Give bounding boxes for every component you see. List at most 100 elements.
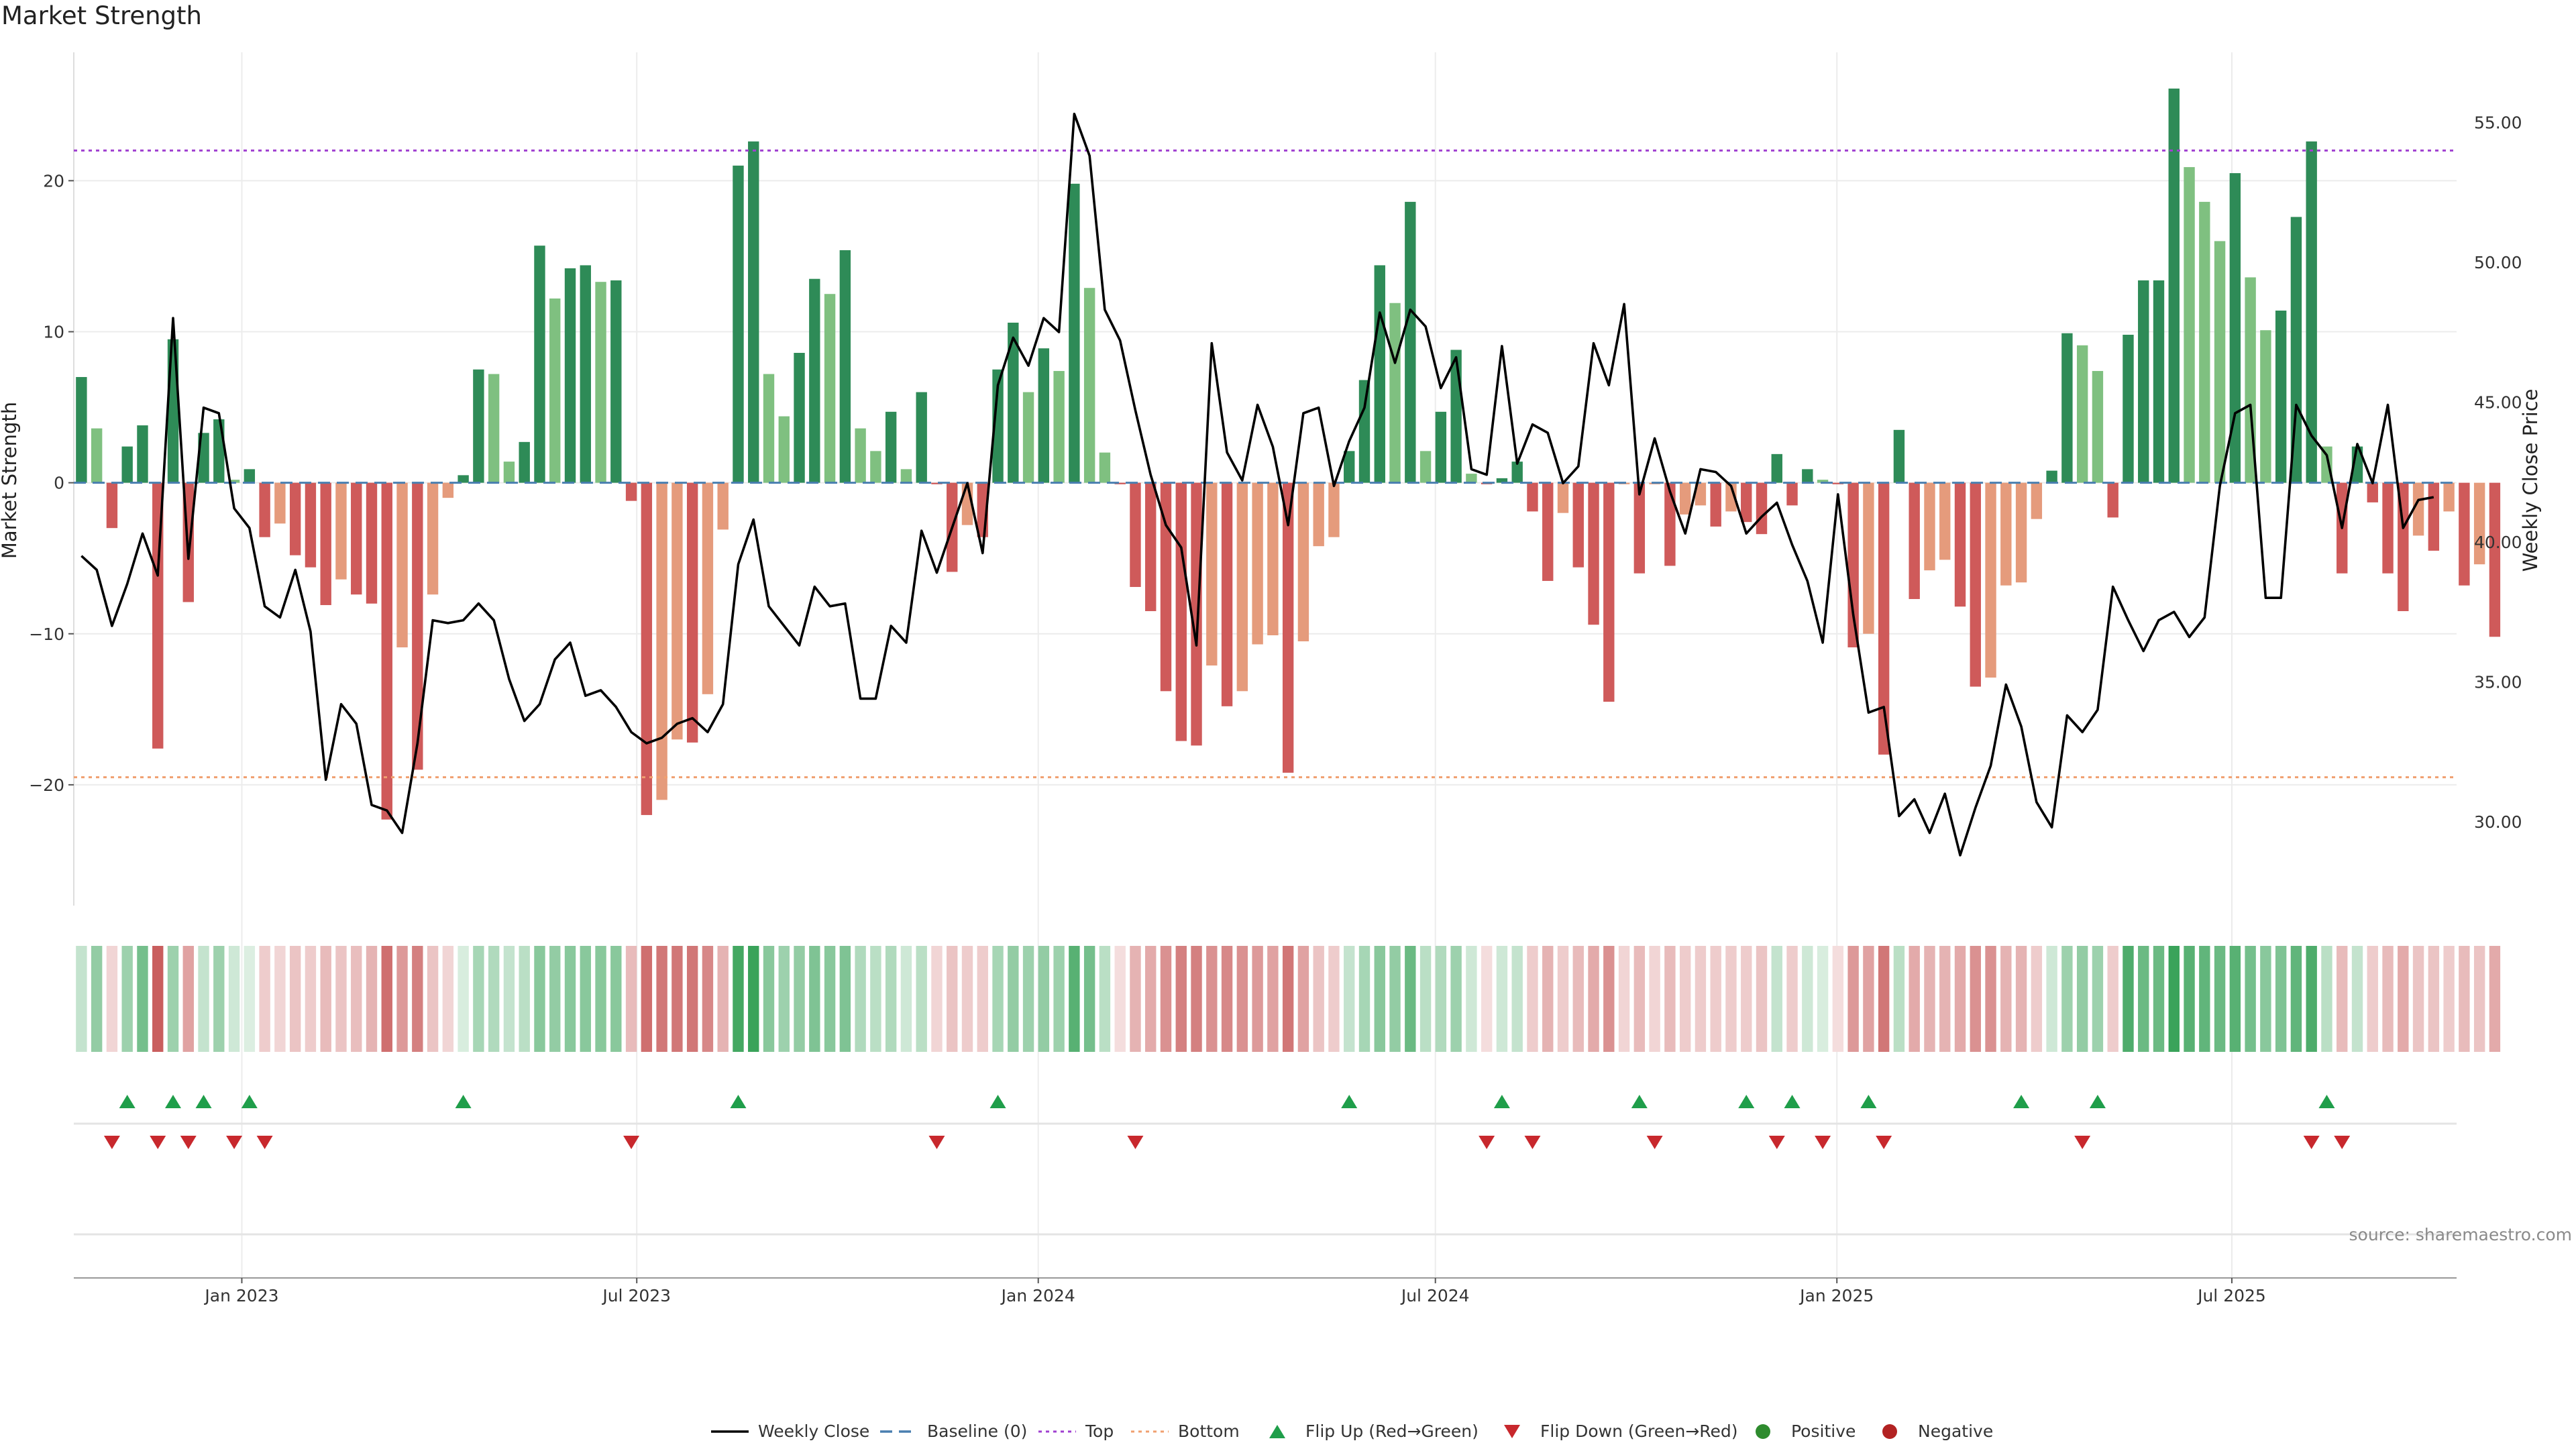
heat-cell bbox=[121, 946, 133, 1052]
strength-bar bbox=[656, 482, 667, 800]
x-axis: Jan 2023 Jul 2023 Jan 2024 Jul 2024 Jan 2025… bbox=[74, 1277, 2457, 1305]
heat-cell bbox=[274, 946, 286, 1052]
right-axis: 30.00 35.00 40.00 45.00 50.00 55.00 bbox=[2474, 113, 2522, 832]
strength-bar bbox=[1221, 482, 1233, 706]
x-tick-label: Jul 2025 bbox=[2196, 1286, 2266, 1305]
strength-bar bbox=[1924, 482, 1935, 571]
strength-bar bbox=[1771, 453, 1782, 483]
heat-cell bbox=[244, 946, 256, 1052]
heat-cell bbox=[916, 946, 927, 1052]
heat-cell bbox=[1741, 946, 1752, 1052]
heat-cell bbox=[1435, 946, 1447, 1052]
strength-bar bbox=[412, 482, 423, 770]
strength-bar bbox=[733, 165, 744, 483]
heat-cell bbox=[2168, 946, 2180, 1052]
flip-up-marker bbox=[989, 1095, 1006, 1108]
heat-cell bbox=[137, 946, 148, 1052]
strength-bar bbox=[1374, 265, 1385, 483]
heat-cell bbox=[1725, 946, 1737, 1052]
heat-cell bbox=[824, 946, 836, 1052]
heat-cell bbox=[1282, 946, 1294, 1052]
strength-bar bbox=[1802, 469, 1813, 483]
strength-bar bbox=[1847, 482, 1859, 648]
flip-down-marker bbox=[623, 1136, 640, 1149]
heat-cell bbox=[2290, 946, 2302, 1052]
strength-bar bbox=[2489, 482, 2501, 637]
heat-cell bbox=[305, 946, 317, 1052]
strength-bar bbox=[839, 250, 851, 483]
strength-bar bbox=[91, 428, 103, 483]
strength-bar bbox=[1496, 478, 1508, 483]
flip-up-marker bbox=[165, 1095, 181, 1108]
strength-bar bbox=[1344, 451, 1355, 483]
x-tick-label: Jan 2025 bbox=[1799, 1286, 1874, 1305]
heat-cell bbox=[519, 946, 530, 1052]
y-right-tick-label: 30.00 bbox=[2474, 812, 2522, 832]
heat-cell bbox=[167, 946, 179, 1052]
heat-cell bbox=[1160, 946, 1172, 1052]
heat-cell bbox=[2184, 946, 2195, 1052]
strength-bar bbox=[1206, 482, 1218, 666]
strength-bar bbox=[2199, 201, 2210, 483]
heat-cell bbox=[564, 946, 576, 1052]
legend-swatch bbox=[1504, 1425, 1520, 1438]
heat-cell bbox=[1863, 946, 1874, 1052]
heat-cell bbox=[1267, 946, 1279, 1052]
y-right-tick-label: 50.00 bbox=[2474, 253, 2522, 272]
legend-label: Flip Down (Green→Red) bbox=[1540, 1421, 1738, 1441]
heat-cell bbox=[1466, 946, 1477, 1052]
heat-cell bbox=[381, 946, 392, 1052]
flip-up-marker bbox=[1341, 1095, 1358, 1108]
heat-cell bbox=[748, 946, 759, 1052]
flip-up-marker bbox=[1631, 1095, 1648, 1108]
y-left-tick-label: 10 bbox=[43, 322, 64, 341]
heat-cell bbox=[549, 946, 561, 1052]
strength-bar bbox=[1725, 482, 1737, 512]
strength-bar bbox=[2229, 173, 2241, 483]
heat-cell bbox=[778, 946, 790, 1052]
legend-label: Negative bbox=[1918, 1421, 1993, 1441]
grid-layer bbox=[73, 52, 2457, 1278]
heat-cell bbox=[442, 946, 454, 1052]
strength-bar bbox=[1679, 482, 1691, 515]
strength-bar bbox=[1389, 303, 1401, 483]
heat-cell bbox=[1191, 946, 1202, 1052]
legend-label: Positive bbox=[1791, 1421, 1856, 1441]
y-right-axis-title: Weekly Close Price bbox=[2519, 389, 2542, 572]
heat-cell bbox=[2306, 946, 2317, 1052]
heat-cell bbox=[412, 946, 423, 1052]
heat-cell bbox=[809, 946, 820, 1052]
heat-cell bbox=[2061, 946, 2073, 1052]
strength-bar bbox=[610, 280, 622, 483]
flip-down-marker bbox=[928, 1136, 945, 1149]
heat-cell bbox=[76, 946, 87, 1052]
strength-bar bbox=[2123, 334, 2134, 483]
strength-bar bbox=[2290, 217, 2302, 483]
heat-cell bbox=[1419, 946, 1432, 1052]
heat-cell bbox=[900, 946, 912, 1052]
heat-cell bbox=[1206, 946, 1218, 1052]
strength-bar bbox=[1893, 429, 1905, 483]
strength-bar bbox=[351, 482, 362, 595]
strength-bar bbox=[1970, 482, 1981, 687]
strength-bar bbox=[2092, 371, 2104, 483]
heat-cell bbox=[1145, 946, 1157, 1052]
heat-cell bbox=[2398, 946, 2409, 1052]
heat-cell bbox=[1633, 946, 1646, 1052]
strength-bar bbox=[442, 482, 454, 498]
flip-down-marker bbox=[180, 1136, 197, 1149]
strength-bar bbox=[1939, 482, 1951, 560]
strength-bar bbox=[748, 141, 759, 483]
heat-cell bbox=[1893, 946, 1905, 1052]
strength-bar bbox=[794, 353, 805, 483]
heat-cell bbox=[625, 946, 637, 1052]
heat-cell bbox=[1878, 946, 1890, 1052]
y-left-tick-label: 20 bbox=[43, 171, 64, 191]
flip-down-marker bbox=[2303, 1136, 2320, 1149]
heat-cell bbox=[885, 946, 897, 1052]
heat-cell bbox=[1664, 946, 1676, 1052]
heat-cell bbox=[1985, 946, 1996, 1052]
strength-bar bbox=[2459, 482, 2470, 586]
heat-cell bbox=[351, 946, 362, 1052]
